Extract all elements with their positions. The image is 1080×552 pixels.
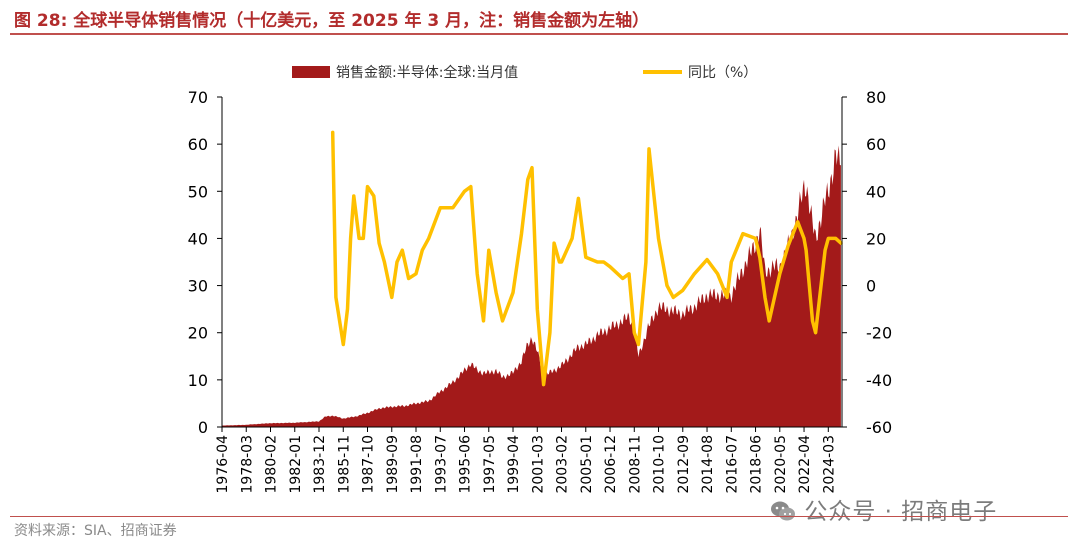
x-tick-label: 2016-07 (724, 435, 740, 494)
x-tick-label: 2005-01 (579, 435, 595, 494)
y-left-tick-label: 50 (188, 182, 208, 201)
x-tick-label: 2006-12 (603, 435, 619, 494)
x-tick-label: 1991-08 (409, 435, 425, 494)
x-tick-label: 2012-09 (676, 435, 692, 494)
y-left-tick-label: 70 (188, 88, 208, 107)
x-tick-label: 1989-09 (385, 435, 401, 494)
x-tick-label: 2001-03 (530, 435, 546, 494)
y-right-tick-label: -60 (866, 418, 892, 437)
watermark-text: 公众号 · 招商电子 (804, 499, 998, 525)
x-tick-label: 2024-03 (821, 435, 837, 494)
legend-label-yoy: 同比（%） (688, 65, 757, 81)
x-tick-label: 2022-04 (797, 435, 813, 494)
x-tick-label: 1983-12 (312, 435, 328, 494)
legend-swatch-sales (292, 66, 330, 78)
y-left-tick-label: 60 (188, 135, 208, 154)
x-tick-label: 1978-03 (239, 435, 255, 494)
x-tick-label: 1987-10 (361, 435, 377, 494)
x-tick-label: 2008-11 (627, 435, 643, 494)
x-tick-label: 1995-06 (458, 435, 474, 494)
x-tick-label: 2003-02 (555, 435, 571, 494)
y-left-tick-label: 10 (188, 371, 208, 390)
y-left-tick-label: 20 (188, 324, 208, 343)
axes: 0 10 20 30 40 50 60 70 -60 -40 -20 0 20 40 60 80 1976-04… (188, 88, 893, 494)
y-right-tick-label: 0 (866, 277, 876, 296)
yoy-line-series (330, 130, 843, 387)
y-right-tick-label: 60 (866, 135, 886, 154)
page-title: 图 28: 全球半导体销售情况（十亿美元，至 2025 年 3 月，注：销售金额… (14, 11, 650, 31)
y-left-tick-label: 0 (198, 418, 208, 437)
footer-divider (10, 516, 1068, 517)
x-tick-label: 1993-07 (433, 435, 449, 494)
y-left-tick-label: 40 (188, 229, 208, 248)
x-tick-label: 1980-02 (264, 435, 280, 494)
x-tick-label: 2010-10 (652, 435, 668, 494)
y-right-tick-label: 40 (866, 182, 886, 201)
y-right-tick-label: -20 (866, 324, 892, 343)
x-tick-label: 2018-06 (749, 435, 765, 494)
y-right-tick-label: -40 (866, 371, 892, 390)
x-tick-label: 1982-01 (288, 435, 304, 494)
legend-label-sales: 销售金额:半导体:全球:当月值 (336, 64, 518, 81)
watermark: 公众号 · 招商电子 (770, 492, 997, 526)
x-tick-label: 2014-08 (700, 435, 716, 494)
x-tick-label: 1985-11 (336, 435, 352, 494)
source-note: 资料来源：SIA、招商证券 (14, 523, 177, 539)
title-divider (10, 33, 1068, 35)
wechat-icon (771, 501, 795, 521)
y-right-tick-label: 20 (866, 229, 886, 248)
x-tick-label: 1999-04 (506, 435, 522, 494)
sales-area-series (222, 145, 841, 427)
x-tick-label: 1976-04 (215, 435, 231, 494)
x-tick-label: 2020-05 (773, 435, 789, 494)
x-tick-label: 1997-05 (482, 435, 498, 494)
legend: 销售金额:半导体:全球:当月值 同比（%） (292, 64, 757, 81)
y-left-tick-label: 30 (188, 277, 208, 296)
y-right-tick-label: 80 (866, 88, 886, 107)
